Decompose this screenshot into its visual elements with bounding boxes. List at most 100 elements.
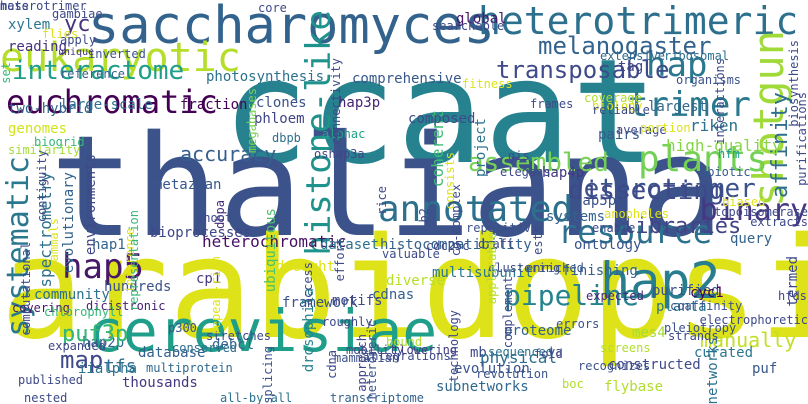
cloud-word: rice [375, 186, 389, 215]
cloud-word: hap [646, 45, 708, 85]
cloud-word: query [730, 231, 773, 247]
cloud-word: applicable [485, 232, 499, 305]
cloud-word: chlorophyll [44, 305, 124, 319]
cloud-word: thaliana [50, 106, 725, 269]
cloud-word: valuable [382, 247, 440, 261]
cloud-word: hap5p [574, 193, 617, 209]
cloud-word: set [0, 62, 13, 84]
cloud-word: ests [531, 226, 545, 255]
cloud-word: hfm [718, 147, 740, 161]
cloud-word: mb [470, 345, 487, 361]
cloud-word: map [60, 346, 104, 374]
cloud-word: purifications [795, 92, 808, 186]
cloud-word: expanded [48, 339, 106, 353]
cloud-word: hap3p [338, 95, 381, 111]
cloud-word: ya [548, 345, 563, 359]
cloud-word: mes4 [632, 325, 666, 341]
cloud-word: curated [694, 345, 754, 361]
cloud-word: reading [8, 39, 68, 55]
cloud-word: gambiae [52, 7, 103, 21]
cloud-word: reference [60, 67, 126, 81]
cloud-word: repeat-rich [209, 256, 223, 336]
cloud-word: finishing [562, 263, 638, 279]
cloud-word: searchable [432, 19, 505, 33]
cloud-word: dicistronic [86, 299, 166, 313]
cloud-word: purified [652, 283, 720, 299]
cloud-word: organisms [676, 73, 742, 87]
cloud-word: fold [534, 347, 563, 361]
cloud-word: ribosomal [664, 49, 730, 63]
cloud-word: hfds [778, 289, 807, 303]
cloud-word: interactions [713, 58, 727, 145]
cloud-word: representation [127, 210, 141, 312]
cloud-word: saccharomyces [88, 0, 495, 56]
cloud-word: all-by-all [220, 391, 293, 404]
cloud-word: dataset [320, 237, 380, 253]
cloud-word: pairs [598, 127, 641, 143]
cloud-word: fitness [462, 77, 513, 91]
cloud-word: histocompatibility [380, 237, 532, 253]
cloud-word: enriched [526, 261, 584, 275]
cloud-word: hap2 [600, 252, 721, 310]
cloud-word: physical [480, 348, 558, 367]
cloud-word: shoot [196, 211, 233, 225]
cloud-word: debcl [212, 337, 255, 353]
cloud-word: puf [752, 361, 778, 377]
cloud-word: proteome [504, 323, 572, 339]
cloud-word: riken [690, 116, 739, 135]
cloud-word: environments [83, 154, 99, 256]
cloud-word: melanogaster [538, 32, 712, 60]
cloud-word: alphac [322, 127, 366, 141]
cloud-word: flowering [392, 343, 458, 357]
cloud-word: heterochromatic [202, 232, 347, 251]
cloud-word: tag [618, 59, 644, 75]
cloud-word: extracts [750, 215, 808, 229]
cloud-word: hap1 [92, 237, 126, 253]
cloud-word: heterotrimer [0, 0, 87, 13]
cloud-word: mammalian [334, 351, 400, 365]
cloud-word: evolutionary [61, 172, 77, 274]
cloud-word: portion [640, 121, 691, 135]
cloud-word: contiguity [35, 150, 49, 223]
cloud-word: similarity [8, 143, 81, 157]
cloud-word: planta [656, 299, 707, 315]
cloud-word: average [616, 123, 667, 137]
cloud-word: hap4p [542, 165, 585, 181]
cloud-word: yc [64, 12, 91, 37]
cloud-word: expected [586, 289, 644, 303]
cloud-word: recognizes [578, 359, 651, 373]
cloud-word: coverage [584, 91, 642, 105]
cloud-word: megabases [245, 88, 259, 154]
cloud-word: pleiotropy [664, 321, 737, 335]
cloud-word: published [18, 373, 84, 387]
cloud-word: computational [19, 242, 33, 336]
cloud-word: trimer [628, 85, 751, 125]
cloud-word: gis [508, 149, 530, 163]
cloud-word: constructed [608, 357, 701, 373]
cloud-word: flies [42, 27, 79, 41]
cloud-word: hundreds [104, 279, 172, 295]
cloud-word: dissecting [568, 176, 725, 206]
cloud-word: enable [592, 221, 636, 235]
cloud-word: ubiquitous [263, 208, 279, 293]
cloud-word: global [456, 11, 507, 27]
cloud-word: cerevisiae [88, 297, 438, 365]
cloud-word: technology [447, 310, 461, 383]
cloud-word: pipeline [504, 279, 639, 312]
cloud-word: biogrid [34, 135, 85, 149]
cloud-word: stretches [206, 329, 272, 343]
cloud-word: photosynthesis [206, 69, 325, 85]
cloud-word: mammals [47, 218, 61, 269]
cloud-word: cdc25c [426, 239, 470, 253]
cloud-word: transcriptome [330, 391, 424, 404]
cloud-word: genomes [8, 121, 68, 137]
cloud-word: access [301, 262, 315, 306]
cloud-word: manually [700, 328, 797, 352]
cloud-word: consists [443, 152, 457, 210]
cloud-word: mass [0, 0, 29, 13]
cloud-word: abiotic [700, 165, 751, 179]
cloud-word: screens [600, 341, 651, 355]
cloud-word: electrophoretic [699, 313, 808, 327]
